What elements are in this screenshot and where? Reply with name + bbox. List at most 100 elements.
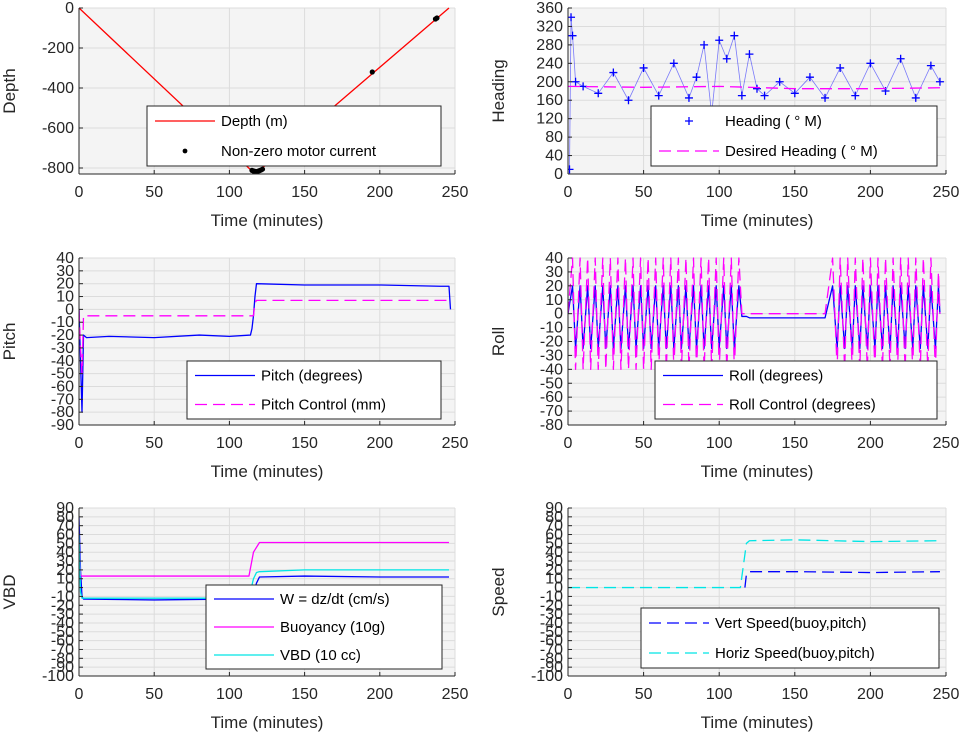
x-tick-label: 150: [291, 686, 318, 703]
x-tick-label: 150: [781, 435, 808, 452]
y-tick-label: 30: [545, 553, 563, 570]
x-tick-label: 100: [706, 686, 733, 703]
legend-box: [640, 607, 940, 669]
y-tick-label: 30: [56, 553, 74, 570]
series-2-1-marker: [700, 40, 709, 49]
series-2-1-marker: [669, 59, 678, 68]
x-tick-label: 150: [781, 184, 808, 201]
legend-label: Heading ( ° M): [725, 113, 822, 130]
x-tick-label: 100: [216, 686, 243, 703]
data-layer: [568, 539, 940, 589]
x-tick-label: 50: [635, 686, 653, 703]
x-tick-label: 50: [145, 184, 163, 201]
y-tick-label: -10: [51, 588, 74, 605]
y-tick-label: 0: [554, 306, 563, 323]
series-1-2-point: [259, 166, 266, 172]
y-tick-label: 160: [536, 92, 563, 109]
series-2-1-marker: [594, 89, 603, 98]
chart-panel-1: 0 50 100 150 200 250 0 -200 -400 -600 -800 Time (mi…: [0, 0, 468, 230]
y-tick-label: -30: [51, 340, 74, 357]
series-2-1-marker: [851, 91, 860, 100]
legend: Heading ( ° M) Desired Heading ( ° M): [650, 105, 938, 167]
y-tick-label: -90: [51, 659, 74, 676]
x-tick-label: 200: [857, 686, 884, 703]
legend-label: Non-zero motor current: [221, 143, 377, 160]
series-2-1-marker: [911, 93, 920, 102]
x-tick-label: 100: [706, 435, 733, 452]
x-tick-label: 200: [366, 435, 393, 452]
y-tick-label: 40: [56, 250, 74, 267]
x-tick-label: 150: [781, 686, 808, 703]
y-tick-label: 10: [545, 292, 563, 309]
series-2-1-marker: [730, 31, 739, 40]
y-tick-label: -40: [51, 353, 74, 370]
y-tick-label: -80: [51, 650, 74, 667]
y-tick-label: 120: [536, 111, 563, 128]
series-2-1-marker: [568, 31, 577, 40]
y-tick-label: -800: [42, 160, 74, 177]
series-2-1-marker: [866, 59, 875, 68]
y-tick-label: 20: [56, 276, 74, 293]
y-tick-label: -90: [540, 659, 563, 676]
legend-label: Roll Control (degrees): [729, 397, 876, 414]
y-axis-label: VBD: [0, 575, 19, 610]
y-tick-label: 80: [56, 509, 74, 526]
y-tick-label: 90: [545, 500, 563, 517]
x-tick-label: 250: [933, 184, 960, 201]
series-2-1-marker: [935, 77, 944, 86]
y-tick-label: -30: [540, 606, 563, 623]
y-tick-label: -40: [51, 615, 74, 632]
y-tick-label: 70: [545, 518, 563, 535]
y-tick-label: -40: [540, 615, 563, 632]
y-tick-label: -70: [51, 391, 74, 408]
y-tick-label: 40: [545, 148, 563, 165]
y-tick-label: 50: [545, 535, 563, 552]
y-tick-label: -600: [42, 120, 74, 137]
x-axis-label: Time (minutes): [211, 211, 324, 230]
x-tick-label: 100: [216, 184, 243, 201]
y-tick-label: 40: [545, 544, 563, 561]
legend-label: Roll (degrees): [729, 368, 823, 385]
y-tick-label: -70: [51, 641, 74, 658]
legend-label: Vert Speed(buoy,pitch): [715, 615, 866, 632]
series-2-1-marker: [639, 63, 648, 72]
y-tick-label: -20: [540, 334, 563, 351]
x-tick-label: 250: [442, 435, 469, 452]
chart-panel-6: 0 50 100 150 200 2509080706050403020100-10-20…: [489, 500, 959, 732]
series-2-1-marker: [684, 93, 693, 102]
y-tick-label: -30: [540, 347, 563, 364]
x-tick-label: 100: [216, 435, 243, 452]
x-tick-label: 0: [75, 435, 84, 452]
x-tick-label: 0: [564, 686, 573, 703]
legend: W = dz/dt (cm/s) Buoyancy (10g) VBD (10 cc…: [205, 584, 443, 670]
y-tick-label: 0: [554, 166, 563, 183]
series-2-1-marker: [692, 73, 701, 82]
y-tick-label: 0: [65, 580, 74, 597]
y-tick-label: 20: [545, 278, 563, 295]
legend: Roll (degrees) Roll Control (degrees): [654, 360, 938, 420]
y-tick-label: 40: [56, 544, 74, 561]
x-tick-label: 0: [564, 184, 573, 201]
series-2-1-marker: [753, 84, 761, 93]
y-tick-label: 360: [536, 0, 563, 17]
series-2-1-marker: [609, 68, 618, 77]
series-2-1-marker: [821, 93, 830, 102]
y-tick-label: -20: [51, 327, 74, 344]
x-tick-label: 0: [75, 184, 84, 201]
series-2-1-marker: [775, 77, 784, 86]
y-tick-label: -100: [531, 668, 563, 685]
series-2-1-trace: [569, 17, 941, 170]
legend-box: [146, 105, 442, 167]
legend-label: Pitch Control (mm): [261, 397, 386, 414]
y-tick-label: -60: [540, 389, 563, 406]
x-tick-label: 50: [635, 435, 653, 452]
x-tick-label: 200: [857, 435, 884, 452]
y-tick-label: 60: [56, 527, 74, 544]
y-tick-label: 40: [545, 250, 563, 267]
y-axis-label: Heading: [489, 59, 508, 122]
series-2-1-marker: [896, 54, 905, 63]
y-axis-label: Pitch: [0, 323, 19, 361]
x-tick-label: 150: [291, 435, 318, 452]
data-layer: [568, 13, 944, 174]
